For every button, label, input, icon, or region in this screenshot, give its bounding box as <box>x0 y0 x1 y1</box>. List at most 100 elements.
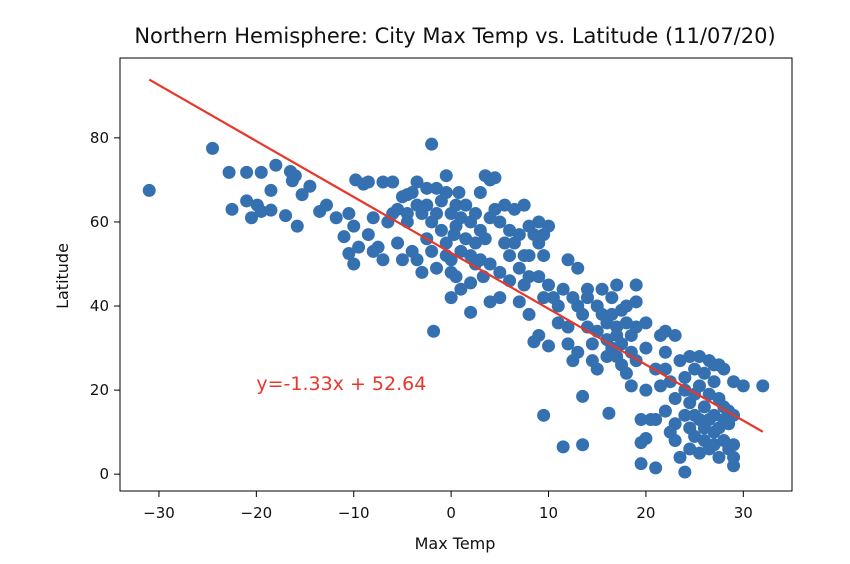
data-point <box>629 295 643 309</box>
data-point <box>240 194 254 208</box>
data-point <box>707 438 721 452</box>
data-point <box>254 165 268 179</box>
data-point <box>444 291 458 305</box>
plot-area <box>119 57 793 492</box>
data-point <box>673 354 687 368</box>
data-point <box>610 278 624 292</box>
y-tick-label: 0 <box>99 465 109 483</box>
data-point <box>483 295 497 309</box>
data-point <box>668 392 682 406</box>
data-point <box>602 406 616 420</box>
data-point <box>454 211 468 225</box>
y-tick-label: 20 <box>90 381 109 399</box>
data-point <box>303 179 317 193</box>
y-tick-label: 40 <box>90 297 109 315</box>
data-point <box>254 204 268 218</box>
data-point <box>629 278 643 292</box>
data-point <box>420 198 434 212</box>
data-point <box>615 337 629 351</box>
data-point <box>585 337 599 351</box>
data-point <box>542 339 556 353</box>
data-point <box>605 291 619 305</box>
data-point <box>449 198 463 212</box>
y-tick-label: 60 <box>90 213 109 231</box>
data-point <box>347 219 361 233</box>
data-point <box>371 240 385 254</box>
data-point <box>692 446 706 460</box>
data-point <box>430 261 444 275</box>
data-point <box>468 236 482 250</box>
data-point <box>269 158 283 172</box>
data-point <box>532 270 546 284</box>
data-point <box>206 141 220 155</box>
data-point <box>439 169 453 183</box>
y-axis-ticks: 0 20 40 60 80 <box>90 129 120 483</box>
data-point <box>452 186 466 200</box>
data-point <box>537 408 551 422</box>
data-point <box>707 375 721 389</box>
data-point <box>619 299 633 313</box>
data-point <box>376 175 390 189</box>
data-point <box>410 253 424 267</box>
data-point <box>395 253 409 267</box>
data-point <box>493 215 507 229</box>
data-point <box>634 413 648 427</box>
data-point <box>478 232 492 246</box>
data-point <box>410 175 424 189</box>
data-point <box>483 257 497 271</box>
x-tick-label: −20 <box>241 504 273 522</box>
data-point <box>522 307 536 321</box>
data-point <box>619 366 633 380</box>
data-point <box>459 232 473 246</box>
data-point <box>571 261 585 275</box>
data-point <box>639 383 653 397</box>
data-point <box>405 186 419 200</box>
data-point <box>639 431 653 445</box>
data-point <box>658 362 672 376</box>
data-point <box>503 249 517 263</box>
data-point <box>439 236 453 250</box>
data-point <box>634 457 648 471</box>
data-point <box>439 186 453 200</box>
data-point <box>580 282 594 296</box>
data-point <box>142 183 156 197</box>
x-axis-ticks: −30 −20 −10 0 10 20 30 <box>143 491 753 522</box>
data-point <box>366 211 380 225</box>
data-point <box>692 379 706 393</box>
data-point <box>688 362 702 376</box>
data-point <box>512 261 526 275</box>
data-point <box>488 171 502 185</box>
data-point <box>537 291 551 305</box>
data-point <box>415 265 429 279</box>
data-point <box>658 324 672 338</box>
data-point <box>605 307 619 321</box>
x-tick-label: 0 <box>446 504 456 522</box>
data-point <box>295 188 309 202</box>
data-point <box>319 198 333 212</box>
plot-frame <box>119 57 793 492</box>
data-point <box>683 349 697 363</box>
data-point <box>702 387 716 401</box>
data-point <box>522 249 536 263</box>
data-point <box>663 375 677 389</box>
data-point <box>649 413 663 427</box>
data-point <box>532 215 546 229</box>
data-point <box>678 465 692 479</box>
data-point <box>576 438 590 452</box>
data-point <box>352 240 366 254</box>
data-point <box>329 211 343 225</box>
data-point <box>692 349 706 363</box>
data-point <box>376 253 390 267</box>
data-point <box>449 270 463 284</box>
regression-equation: y=-1.33x + 52.64 <box>256 373 426 395</box>
chart-title: Northern Hemisphere: City Max Temp vs. L… <box>134 24 775 48</box>
data-point <box>551 316 565 330</box>
data-point <box>264 203 278 217</box>
x-tick-label: 20 <box>636 504 655 522</box>
data-point <box>654 379 668 393</box>
data-point <box>430 207 444 221</box>
data-point <box>522 270 536 284</box>
data-point <box>517 198 531 212</box>
data-point <box>639 341 653 355</box>
data-point <box>444 253 458 267</box>
